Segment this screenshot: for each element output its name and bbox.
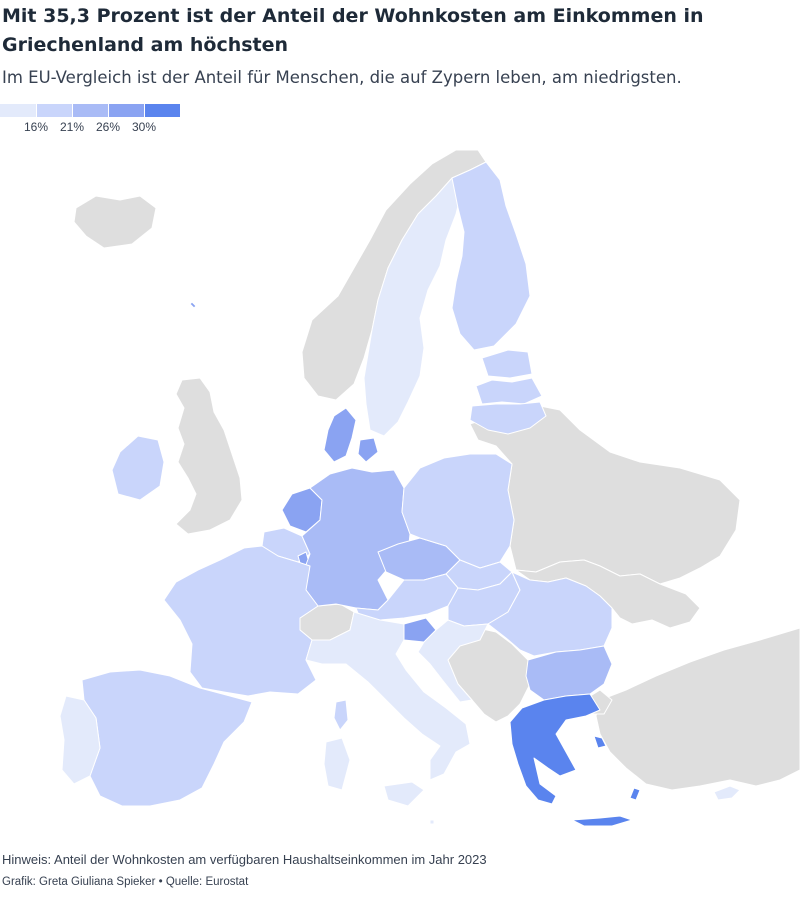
country-portugal (59, 695, 101, 785)
legend-tick (144, 104, 145, 117)
footer-credit: Grafik: Greta Giuliana Spieker • Quelle:… (2, 876, 249, 888)
legend-swatch-1 (0, 104, 36, 117)
country-greece (509, 693, 601, 805)
legend-label-21: 21% (59, 120, 85, 134)
legend-swatch-3 (72, 104, 108, 117)
country-germany (301, 467, 411, 611)
country-poland (401, 453, 515, 569)
europe-choropleth-map (59, 149, 800, 827)
country-denmark (323, 407, 357, 463)
country-sardinia (323, 737, 351, 791)
country-corsica (333, 699, 349, 731)
legend-tick (108, 104, 109, 117)
country-estonia (481, 349, 533, 379)
country-sweden (363, 177, 463, 437)
country-finland (451, 161, 531, 351)
country-france (163, 545, 319, 697)
legend-label-16: 16% (23, 120, 49, 134)
legend-tick (36, 104, 37, 117)
legend-swatch-4 (108, 104, 144, 117)
legend-label-30: 30% (131, 120, 157, 134)
legend-tick (72, 104, 73, 117)
country-sicily (383, 781, 425, 807)
country-bulgaria (525, 645, 613, 701)
country-lithuania (469, 401, 547, 435)
country-italy (305, 611, 471, 781)
country-rhodes (629, 787, 641, 801)
legend-swatch-5 (144, 104, 180, 117)
footer-note: Hinweis: Anteil der Wohnkosten am verfüg… (2, 852, 487, 867)
chart-title: Mit 35,3 Prozent ist der Anteil der Wohn… (2, 5, 704, 56)
country-turkey (595, 627, 800, 791)
country-greek-islands (593, 735, 607, 749)
country-denmark-zealand (357, 437, 379, 463)
country-iceland (73, 195, 157, 249)
country-crete (571, 815, 633, 827)
country-ireland (111, 435, 165, 501)
legend-swatch-2 (36, 104, 72, 117)
legend-label-26: 26% (95, 120, 121, 134)
chart-subtitle: Im EU-Vergleich ist der Anteil für Mensc… (2, 68, 682, 87)
country-cyprus (713, 785, 741, 801)
country-azores-marker (189, 301, 197, 309)
country-uk (175, 377, 243, 535)
country-malta (429, 819, 435, 825)
country-croatia (417, 619, 489, 703)
country-latvia (475, 377, 543, 405)
